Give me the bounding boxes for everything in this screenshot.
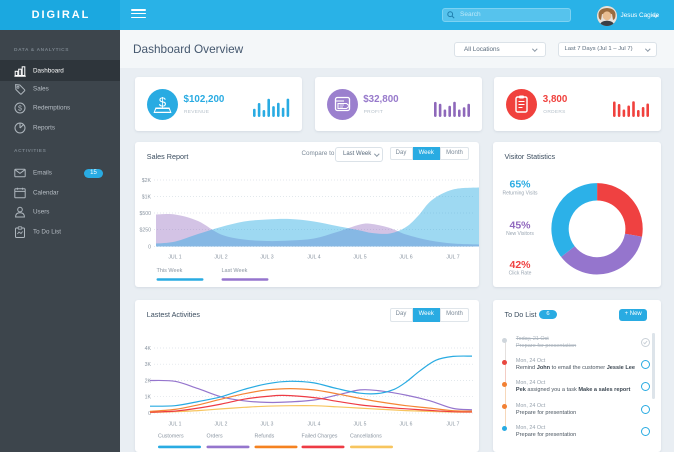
svg-text:42%: 42% — [509, 259, 531, 271]
svg-text:$250: $250 — [139, 228, 151, 234]
svg-text:JUL 5: JUL 5 — [353, 255, 366, 261]
svg-text:4K: 4K — [145, 346, 152, 352]
svg-text:JUL 3: JUL 3 — [260, 255, 273, 261]
svg-text:JUL 1: JUL 1 — [168, 255, 181, 261]
svg-text:This Week: This Week — [157, 268, 183, 274]
svg-text:JUL 4: JUL 4 — [308, 422, 321, 428]
svg-text:Last Week: Last Week — [222, 268, 248, 274]
svg-text:3K: 3K — [145, 362, 152, 368]
svg-text:65%: 65% — [509, 179, 531, 191]
svg-text:JUL 7: JUL 7 — [446, 255, 459, 261]
svg-text:0: 0 — [148, 411, 151, 417]
svg-text:Cancellations: Cancellations — [350, 434, 382, 440]
svg-text:$: $ — [159, 94, 167, 109]
svg-text:$2K: $2K — [142, 178, 152, 184]
svg-text:JUL 5: JUL 5 — [354, 422, 367, 428]
svg-text:45%: 45% — [509, 220, 531, 232]
svg-text:JUL 1: JUL 1 — [169, 422, 182, 428]
svg-text:JUL 6: JUL 6 — [400, 422, 413, 428]
svg-text:Refunds: Refunds — [255, 434, 275, 440]
svg-text:Customers: Customers — [158, 434, 184, 440]
svg-text:JUL 7: JUL 7 — [447, 422, 460, 428]
svg-text:$1K: $1K — [142, 195, 152, 201]
svg-text:$: $ — [18, 105, 22, 112]
svg-text:JUL 4: JUL 4 — [307, 255, 320, 261]
svg-text:JUL 6: JUL 6 — [399, 255, 412, 261]
svg-text:JUL 3: JUL 3 — [261, 422, 274, 428]
svg-text:2K: 2K — [145, 379, 152, 385]
svg-text:New Visitors: New Visitors — [506, 231, 534, 237]
svg-text:Orders: Orders — [207, 434, 224, 440]
svg-text:1K: 1K — [145, 395, 152, 401]
svg-text:Click Rate: Click Rate — [508, 271, 531, 277]
svg-text:Returning Visits: Returning Visits — [502, 191, 537, 197]
svg-text:$500: $500 — [139, 211, 151, 217]
svg-text:Failed Charges: Failed Charges — [302, 434, 338, 440]
svg-text:JUL 2: JUL 2 — [214, 255, 227, 261]
svg-text:JUL 2: JUL 2 — [215, 422, 228, 428]
svg-text:0: 0 — [148, 245, 151, 251]
